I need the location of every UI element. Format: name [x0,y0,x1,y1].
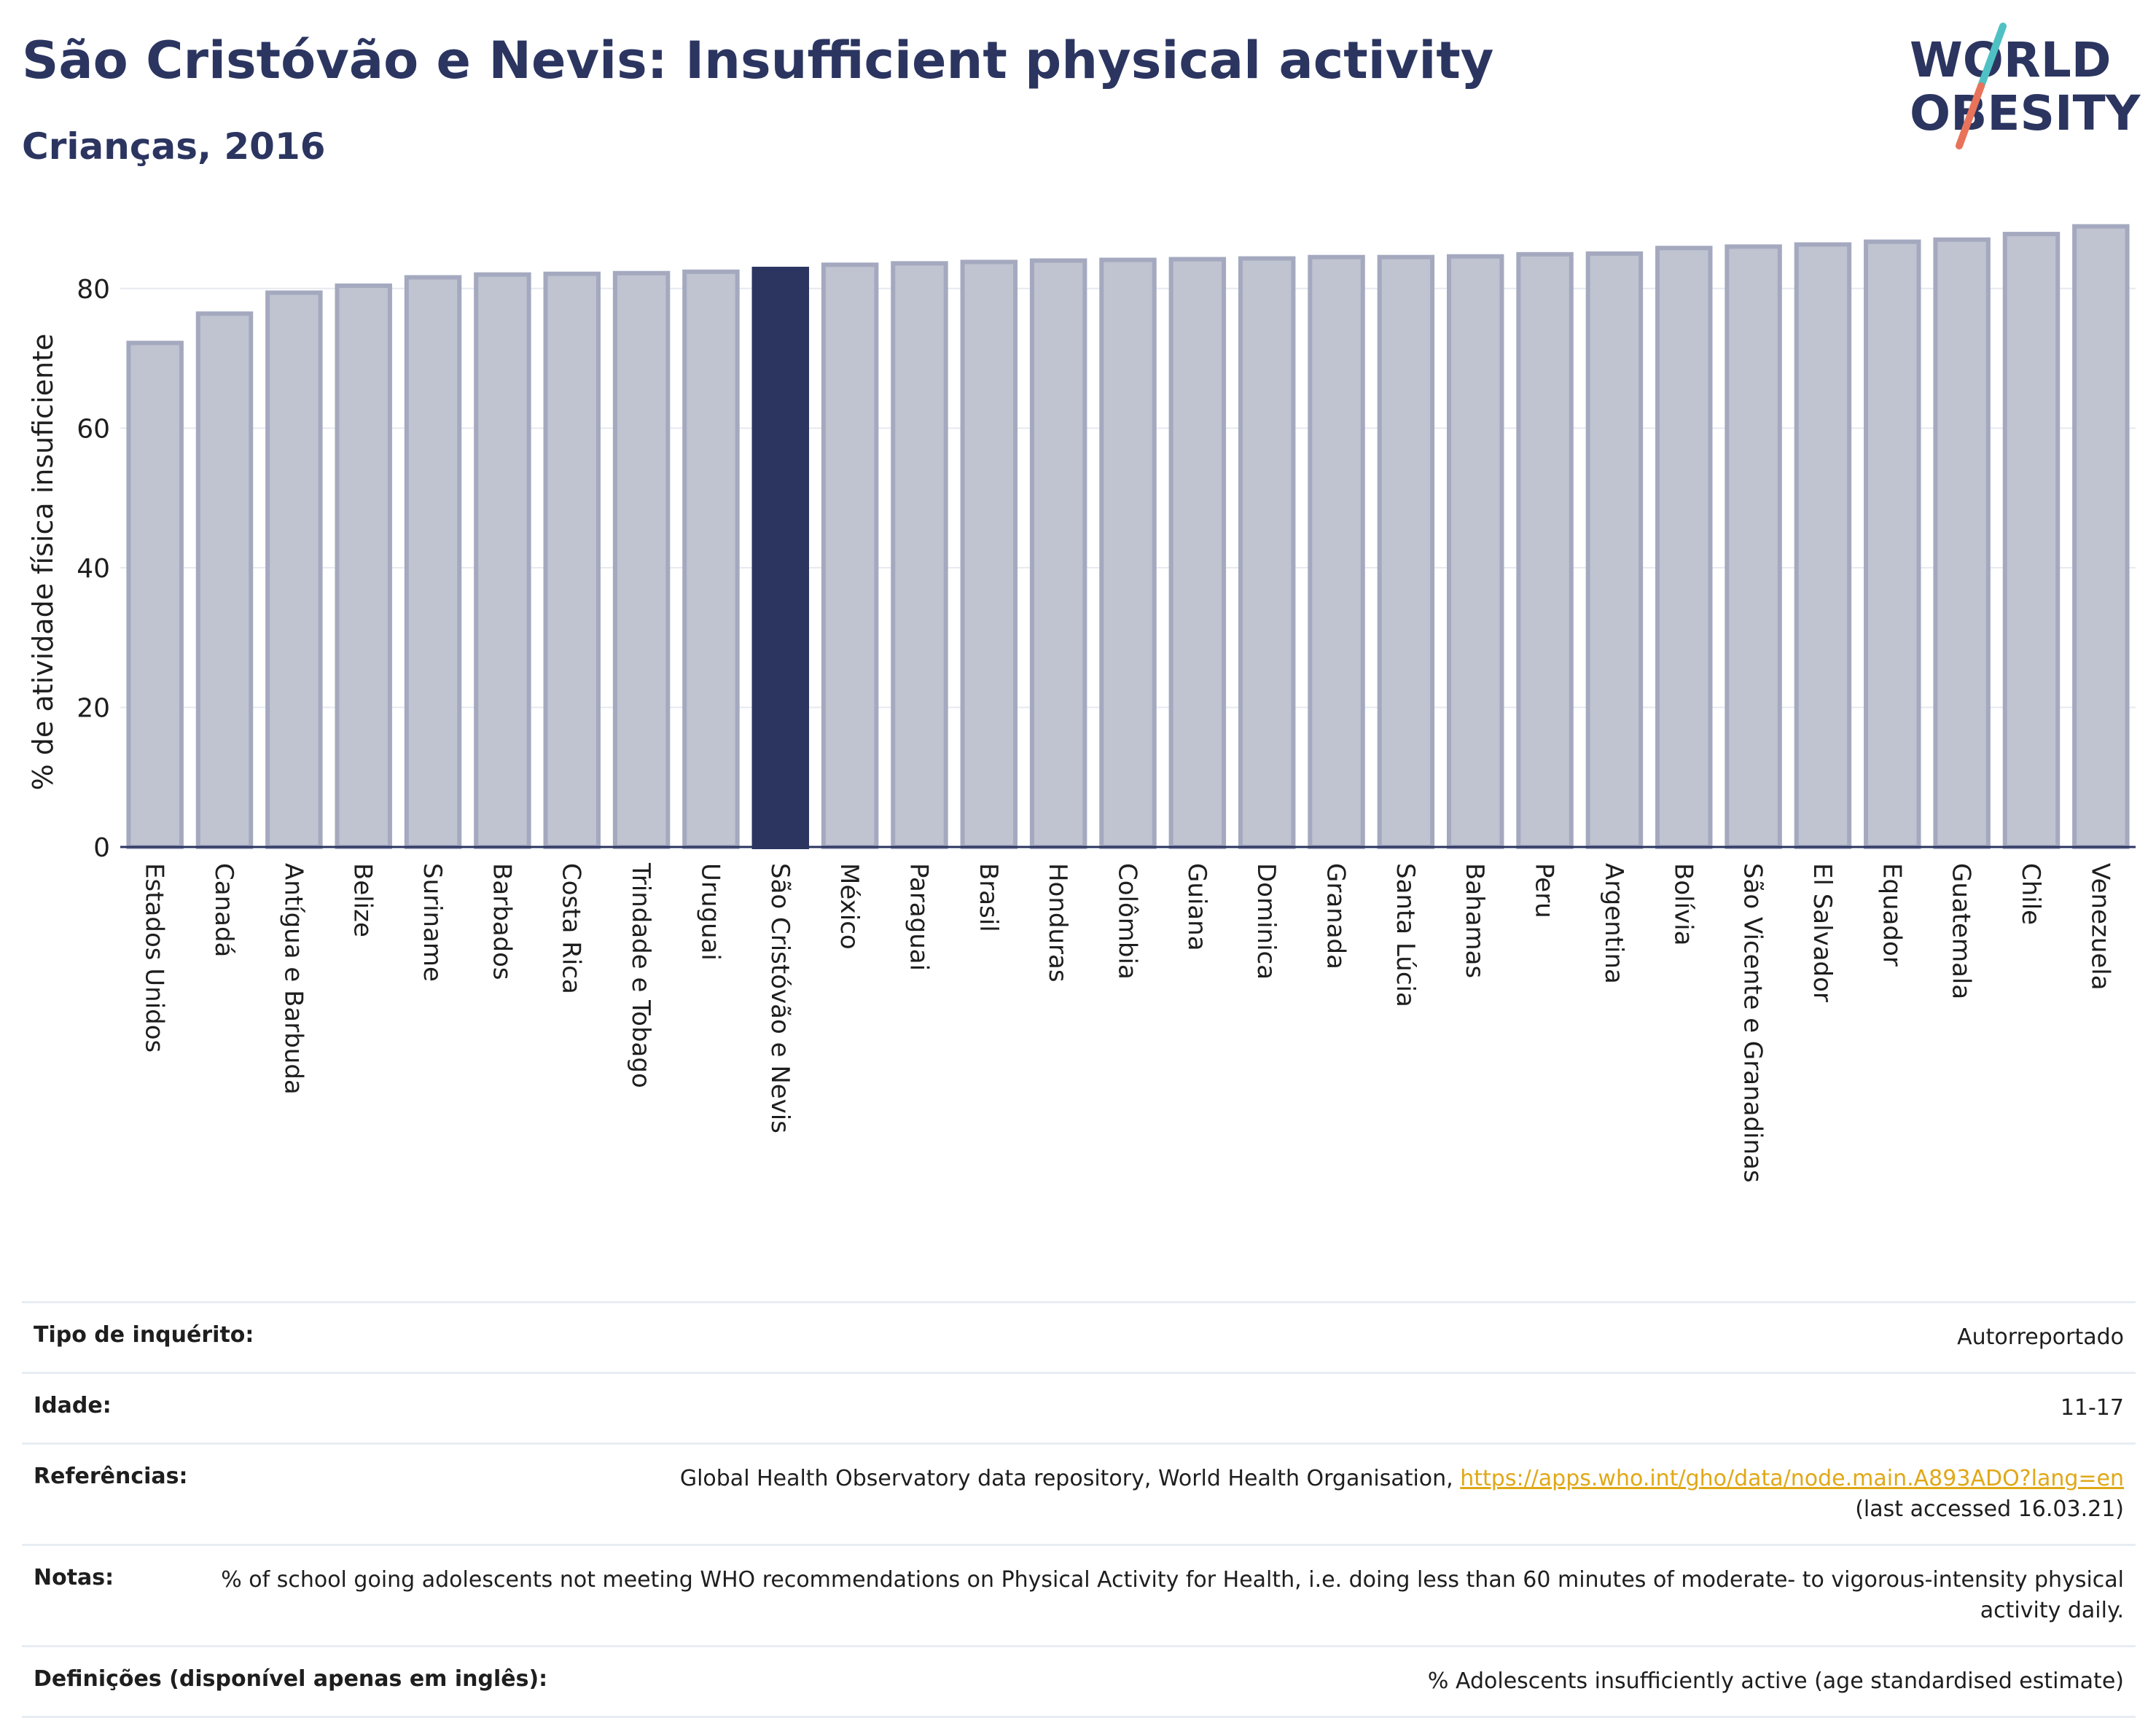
x-tick-label: São Vicente e Granadinas [1738,863,1768,1183]
definitions-label: Definições (disponível apenas em inglês)… [34,1666,548,1692]
bar [1446,254,1504,850]
bar [1238,256,1296,849]
x-tick-label: Santa Lúcia [1391,863,1420,1007]
y-tick-label: 60 [77,414,110,444]
bar [1516,251,1574,849]
x-tick-label: Uruguai [695,863,724,961]
x-tick-label: Canadá [209,863,238,957]
x-tick-label: Argentina [1599,863,1628,984]
y-tick-label: 80 [77,275,110,305]
references-text: Global Health Observatory data repositor… [679,1466,1453,1491]
info-table: Tipo de inquérito: Autorreportado Idade:… [22,1301,2136,1718]
bar [612,270,671,849]
x-tick-label: Costa Rica [557,863,586,994]
x-tick-label: Barbados [487,863,516,980]
bar-chart: 0 20 40 60 80 Estados Unidos Canadá Antígua e … [27,224,2136,1183]
y-tick-label: 0 [93,833,110,863]
bar [126,340,184,849]
bar [404,275,462,850]
notes-value: % of school going adolescents not meetin… [221,1567,2124,1623]
y-tick-label: 40 [77,554,110,584]
x-tick-label: Guiana [1182,863,1211,951]
references-accessed: (last accessed 16.03.21) [1855,1496,2124,1522]
x-tick-label: Guatemala [1947,863,1976,999]
x-tick-label: Brasil [974,863,1003,932]
bar [1933,237,1991,849]
x-tick-label: Bahamas [1460,863,1489,978]
bar [821,262,879,850]
x-labels-layer: Estados Unidos Canadá Antígua e Barbuda Bel… [140,862,2115,1183]
x-tick-label: Equador [1877,863,1906,967]
bar [1099,257,1157,849]
bar [682,269,740,849]
bar [1655,246,1713,849]
survey-type-label: Tipo de inquérito: [34,1322,254,1348]
x-tick-label: El Salvador [1808,863,1837,1002]
x-tick-label: México [835,863,864,950]
survey-type-value: Autorreportado [1957,1324,2124,1350]
x-tick-label: Honduras [1043,863,1072,983]
bar [2002,232,2061,849]
x-tick-label: Paraguai [904,863,933,971]
x-tick-label: Bolívia [1668,863,1698,945]
x-tick-label: São Cristóvão e Nevis [765,863,794,1133]
x-tick-label: Peru [1530,863,1559,918]
y-tick-label: 20 [77,693,110,723]
age-label: Idade: [34,1393,112,1418]
bar [891,261,948,849]
info-row-notes: Notas: % of school going adolescents not… [22,1544,2136,1645]
bar [1377,254,1435,849]
bar [1585,251,1644,849]
notes-label: Notas: [34,1565,114,1590]
bar [195,311,254,850]
references-value: Global Health Observatory data repositor… [232,1464,2124,1525]
bar [1168,257,1227,850]
x-tick-label: Venezuela [2085,863,2114,991]
bar [1864,239,1921,849]
x-tick-label: Colômbia [1113,863,1142,980]
bar [960,259,1018,850]
info-row-survey-type: Tipo de inquérito: Autorreportado [22,1301,2136,1372]
x-tick-label: Suriname [418,863,447,982]
info-row-references: Referências: Global Health Observatory d… [22,1442,2136,1544]
logo-line2: OBESITY [1910,85,2141,141]
page-title: São Cristóvão e Nevis: Insufficient phys… [22,31,1494,90]
info-row-age: Idade: 11-17 [22,1372,2136,1442]
x-tick-label: Belize [348,863,378,937]
bar [335,283,392,849]
bar-highlight [751,266,810,849]
bar [1308,254,1365,849]
page-subtitle: Crianças, 2016 [22,125,326,168]
bar [474,272,531,850]
logo-slash-coral [1956,82,1985,149]
age-value: 11-17 [2060,1395,2124,1421]
bar [1725,244,1782,849]
y-ticks-layer: 0 20 40 60 80 [77,275,110,863]
x-tick-label: Estados Unidos [140,863,169,1053]
x-tick-label: Dominica [1251,863,1281,980]
references-link[interactable]: https://apps.who.int/gho/data/node.main.… [1460,1466,2124,1491]
bar [543,271,601,850]
info-row-definitions: Definições (disponível apenas em inglês)… [22,1645,2136,1718]
logo-line1: WORLD [1910,32,2112,88]
references-label: Referências: [34,1464,188,1489]
x-tick-label: Trindade e Tobago [626,862,655,1088]
x-tick-label: Antígua e Barbuda [278,863,308,1095]
bar [1029,258,1087,849]
bar [2072,224,2130,849]
world-obesity-logo: WORLD OBESITY [1910,23,2141,149]
logo-slash-teal [1977,23,2007,90]
bar [1794,242,1852,849]
definitions-value: % Adolescents insufficiently active (age… [1427,1668,2124,1694]
bar [265,290,323,850]
y-axis-label: % de atividade física insuficiente [27,334,59,791]
bars-layer [126,224,2130,850]
x-tick-label: Chile [2016,863,2045,925]
x-tick-label: Granada [1321,863,1351,969]
